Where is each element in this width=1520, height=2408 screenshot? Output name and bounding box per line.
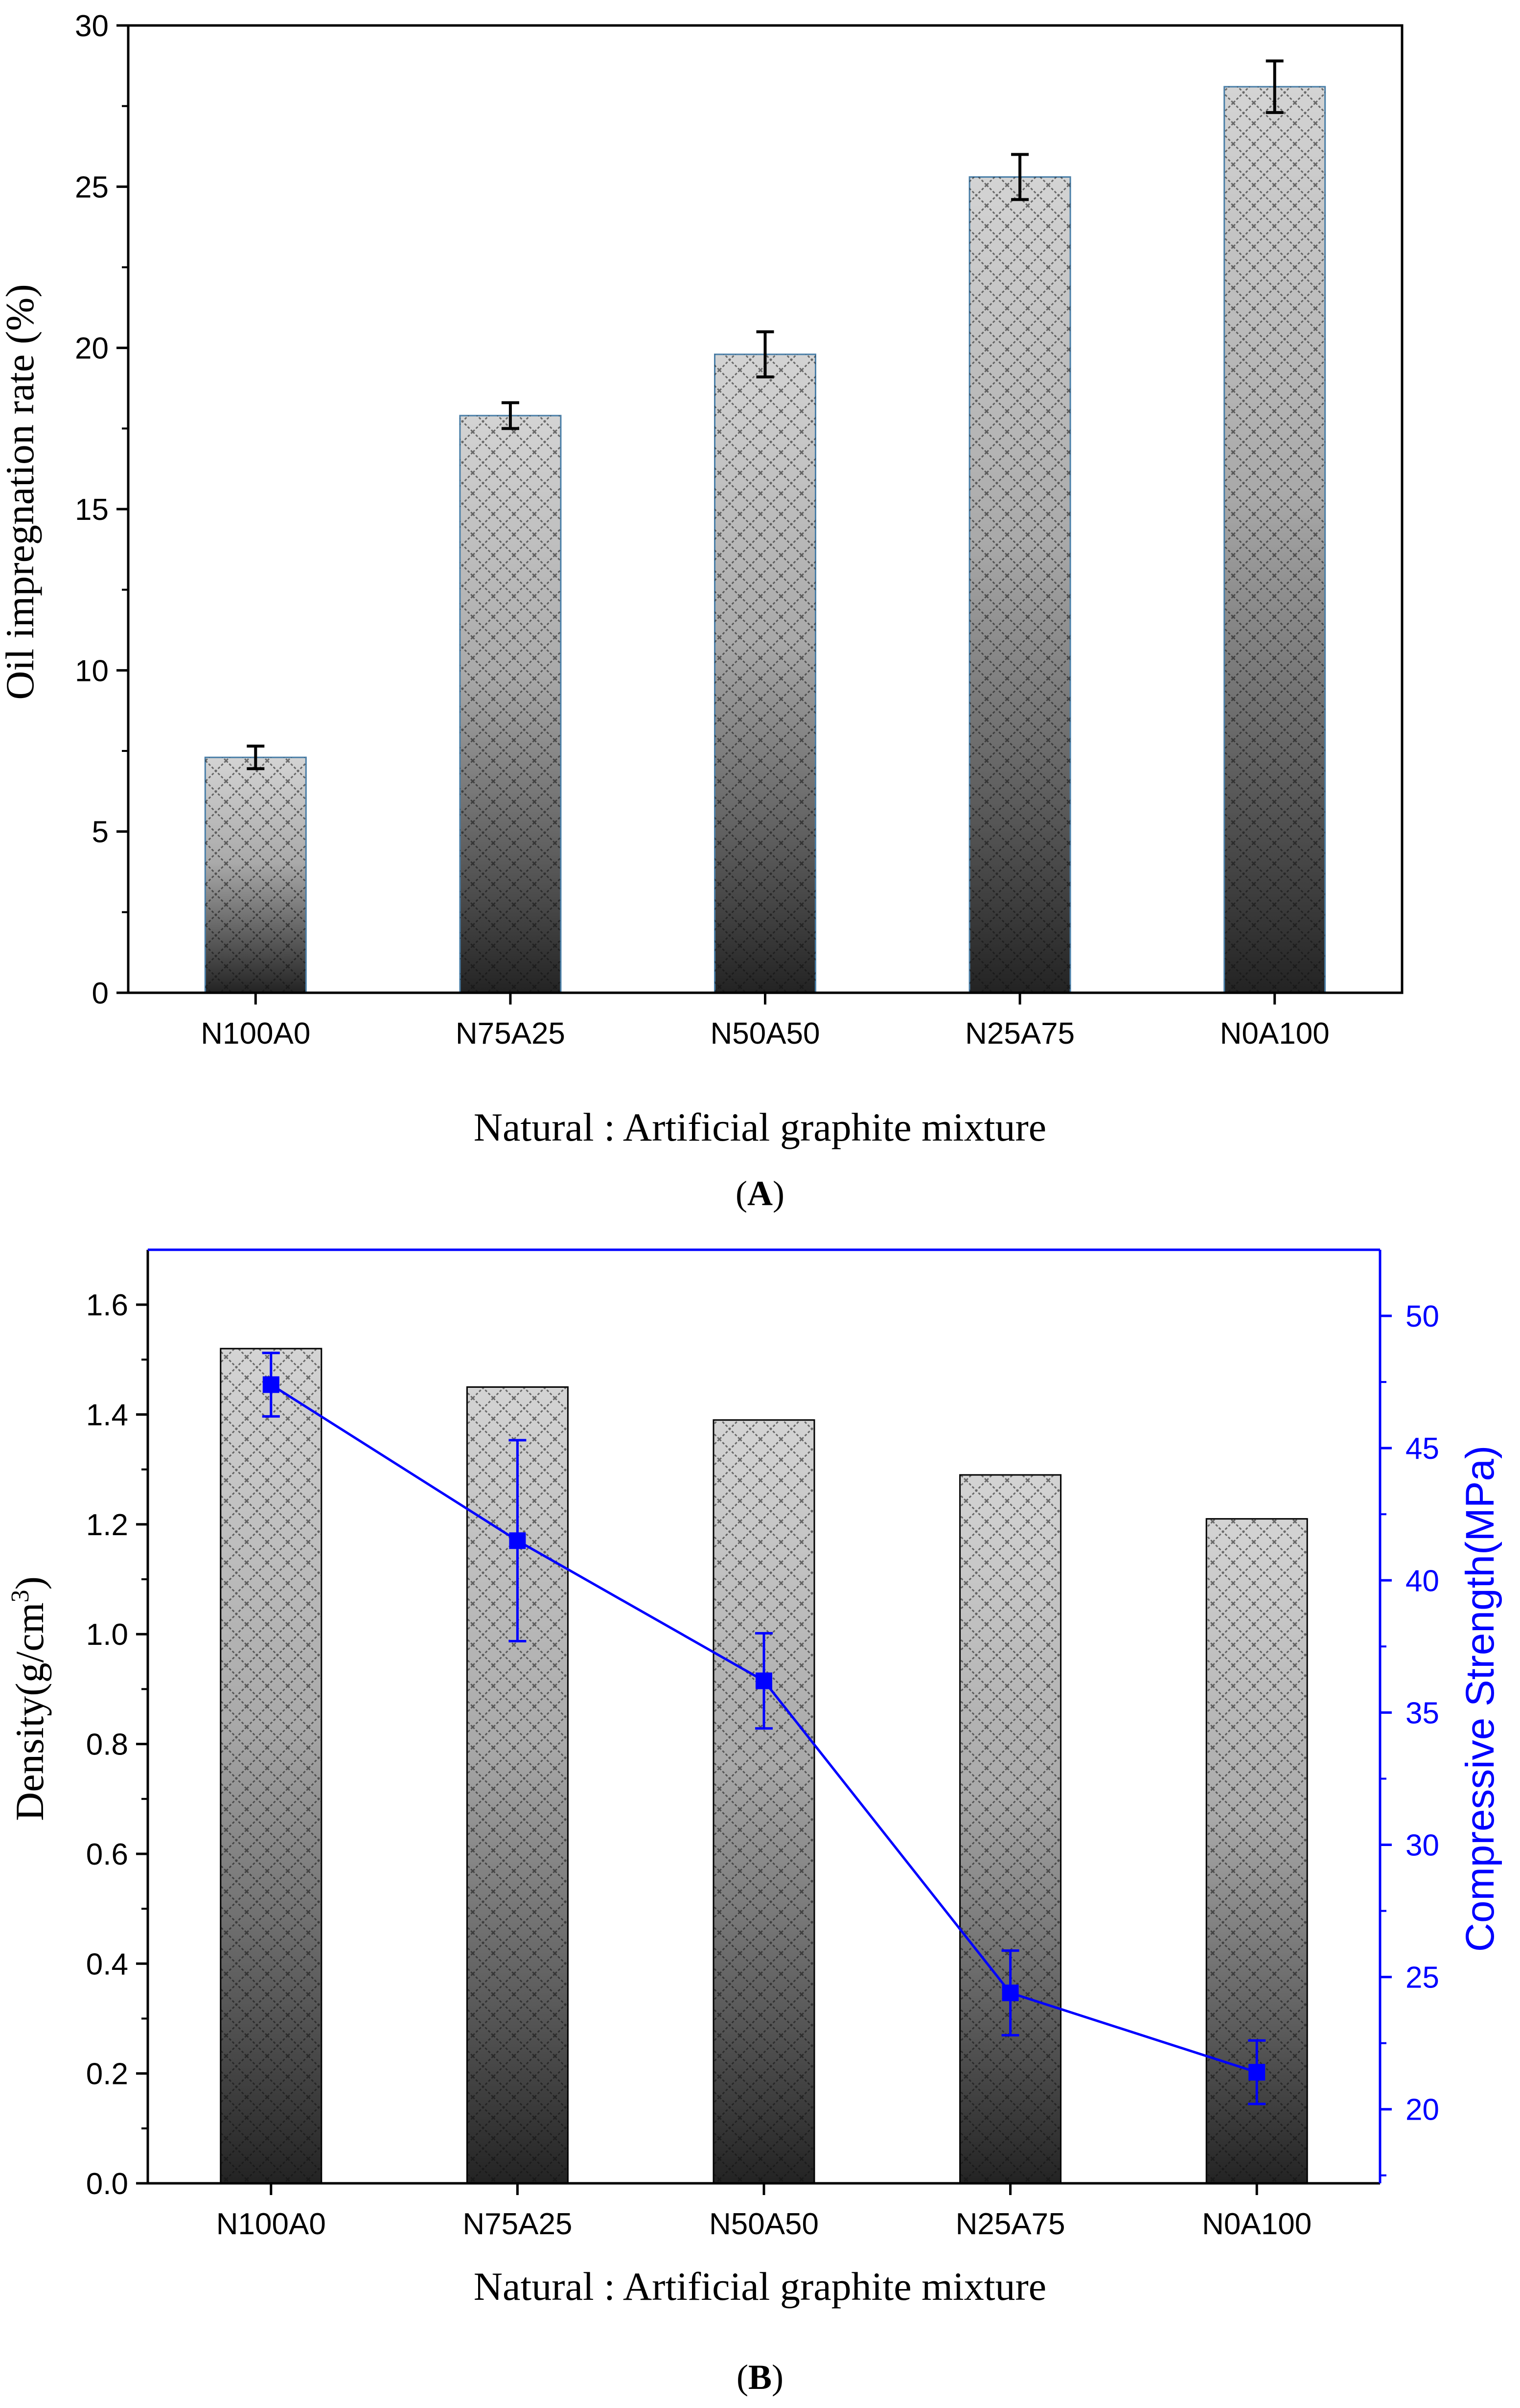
x-tick-label: N100A0: [201, 1017, 310, 1051]
left-y-tick-label: 1.4: [86, 1399, 128, 1432]
left-y-tick-label: 1.0: [86, 1618, 128, 1652]
panel-a-axes: 0 5 10 15 20 25 30 N100A0 N75A25 N50A50 N25A75 N0A1…: [75, 9, 1404, 1051]
y-tick-label: 5: [92, 816, 109, 849]
left-y-tick-label: 0.8: [86, 1728, 128, 1762]
y-tick-label: 0: [92, 977, 109, 1010]
density-bar-hatch: [220, 1348, 322, 2183]
x-tick-label: N25A75: [956, 2207, 1065, 2241]
bar-hatch: [714, 354, 816, 993]
y-tick-label: 10: [75, 654, 109, 688]
left-y-tick-label: 0.2: [86, 2057, 128, 2091]
right-y-tick-label: 50: [1405, 1300, 1439, 1333]
right-y-tick-label: 35: [1405, 1696, 1439, 1730]
left-y-tick-label: 0.0: [86, 2167, 128, 2201]
right-y-tick-label: 40: [1405, 1564, 1439, 1598]
x-tick-label: N0A100: [1202, 2207, 1312, 2241]
left-y-tick-label: 0.4: [86, 1947, 128, 1981]
strength-point: [756, 1672, 772, 1689]
panel-a-bars: [204, 86, 1326, 994]
left-y-tick-label: 0.6: [86, 1838, 128, 1871]
x-tick-label: N75A25: [456, 1017, 565, 1051]
panel-b-label: (B): [737, 2358, 783, 2397]
right-y-tick-label: 30: [1405, 1829, 1439, 1863]
x-tick-label: N100A0: [216, 2207, 326, 2241]
y-tick-label: 20: [75, 332, 109, 366]
density-bar-hatch: [960, 1474, 1061, 2183]
y-tick-label: 30: [75, 9, 109, 43]
left-y-tick-label: 1.6: [86, 1288, 128, 1322]
right-y-tick-label: 20: [1405, 2093, 1439, 2127]
panel-b-strength-line: [262, 1352, 1266, 2105]
y-tick-label: 25: [75, 170, 109, 204]
bar-hatch: [1224, 87, 1325, 993]
strength-point: [1002, 1985, 1019, 2002]
bar-hatch: [969, 177, 1071, 993]
x-tick-label: N50A50: [709, 2207, 819, 2241]
right-y-tick-label: 25: [1405, 1961, 1439, 1995]
x-tick-label: N50A50: [710, 1017, 820, 1051]
y-tick-label: 15: [75, 493, 109, 527]
panel-a-x-axis-label: Natural : Artificial graphite mixture: [474, 1105, 1046, 1149]
panel-a-error-bars: [247, 59, 1284, 771]
panel-b-left-y-axis-label: Density(g/cm3): [6, 1576, 52, 1821]
strength-point: [1248, 2064, 1266, 2081]
density-bar-hatch: [714, 1420, 814, 2183]
panel-a-chart: 0 5 10 15 20 25 30 N100A0 N75A25 N50A50 N25A75 N0A1…: [0, 9, 1404, 1213]
right-y-tick-label: 45: [1405, 1432, 1439, 1466]
panel-b-chart: 0.0 0.2 0.4 0.6 0.8 1.0 1.2 1.4 1.6 20 25 30 35 40 45 5…: [6, 1248, 1502, 2397]
panel-a-y-axis-label: Oil impregnation rate (%): [0, 284, 42, 700]
x-tick-label: N0A100: [1220, 1017, 1330, 1051]
x-tick-label: N25A75: [965, 1017, 1075, 1051]
strength-point: [262, 1376, 279, 1393]
panel-b-axes: 0.0 0.2 0.4 0.6 0.8 1.0 1.2 1.4 1.6 20 25 30 35 40 45 5…: [86, 1248, 1439, 2241]
bar-hatch: [205, 757, 306, 993]
strength-point: [509, 1532, 526, 1549]
x-tick-label: N75A25: [462, 2207, 572, 2241]
left-y-tick-label: 1.2: [86, 1508, 128, 1542]
panel-b-density-bars: [220, 1348, 1308, 2184]
panel-a-label: (A): [736, 1174, 784, 1213]
panel-b-x-axis-label: Natural : Artificial graphite mixture: [474, 2264, 1046, 2309]
bar-hatch: [460, 415, 561, 993]
panel-b-right-y-axis-label: Compressive Strength(MPa): [1458, 1446, 1502, 1952]
